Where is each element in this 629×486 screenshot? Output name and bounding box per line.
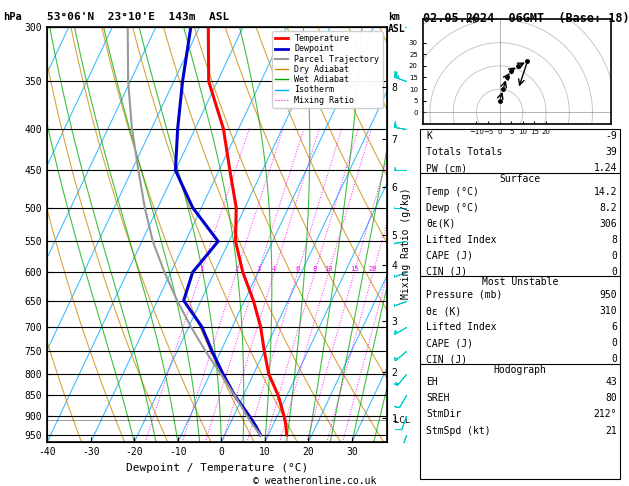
- Text: 15: 15: [350, 266, 359, 272]
- Text: 2: 2: [235, 266, 238, 272]
- Text: 310: 310: [599, 306, 617, 316]
- Text: km
ASL: km ASL: [388, 12, 406, 34]
- Text: Temp (°C): Temp (°C): [426, 187, 479, 196]
- Text: Mixing Ratio (g/kg): Mixing Ratio (g/kg): [401, 187, 411, 299]
- Text: 0: 0: [611, 251, 617, 260]
- Text: PW (cm): PW (cm): [426, 163, 467, 174]
- Text: 39: 39: [605, 147, 617, 157]
- Text: EH: EH: [426, 378, 438, 387]
- Text: -9: -9: [605, 131, 617, 141]
- Text: Lifted Index: Lifted Index: [426, 322, 497, 332]
- Text: 0: 0: [611, 338, 617, 348]
- Text: CIN (J): CIN (J): [426, 267, 467, 277]
- Text: SREH: SREH: [426, 394, 450, 403]
- Text: 21: 21: [605, 426, 617, 435]
- Text: 4: 4: [272, 266, 276, 272]
- Text: 212°: 212°: [594, 410, 617, 419]
- Text: hPa: hPa: [3, 12, 22, 22]
- Text: 10: 10: [325, 266, 333, 272]
- Legend: Temperature, Dewpoint, Parcel Trajectory, Dry Adiabat, Wet Adiabat, Isotherm, Mi: Temperature, Dewpoint, Parcel Trajectory…: [272, 31, 382, 108]
- Text: 53°06'N  23°10'E  143m  ASL: 53°06'N 23°10'E 143m ASL: [47, 12, 230, 22]
- X-axis label: Dewpoint / Temperature (°C): Dewpoint / Temperature (°C): [126, 463, 308, 473]
- Text: K: K: [426, 131, 432, 141]
- Text: Surface: Surface: [499, 174, 541, 184]
- Text: θε(K): θε(K): [426, 219, 456, 228]
- Text: LCL: LCL: [394, 416, 409, 425]
- Text: 14.2: 14.2: [594, 187, 617, 196]
- Text: 80: 80: [605, 394, 617, 403]
- Text: Most Unstable: Most Unstable: [482, 278, 559, 287]
- Text: StmDir: StmDir: [426, 410, 462, 419]
- Text: 6: 6: [611, 322, 617, 332]
- Text: 20: 20: [369, 266, 377, 272]
- Text: Dewp (°C): Dewp (°C): [426, 203, 479, 212]
- Text: StmSpd (kt): StmSpd (kt): [426, 426, 491, 435]
- Text: Totals Totals: Totals Totals: [426, 147, 503, 157]
- Text: 3: 3: [256, 266, 260, 272]
- Text: CIN (J): CIN (J): [426, 354, 467, 364]
- Text: 0: 0: [611, 267, 617, 277]
- Text: Pressure (mb): Pressure (mb): [426, 290, 503, 300]
- Text: kt: kt: [466, 15, 477, 25]
- Text: θε (K): θε (K): [426, 306, 462, 316]
- Text: 1.24: 1.24: [594, 163, 617, 174]
- Text: Hodograph: Hodograph: [494, 365, 547, 375]
- Text: 1: 1: [199, 266, 203, 272]
- Text: CAPE (J): CAPE (J): [426, 251, 474, 260]
- Text: Lifted Index: Lifted Index: [426, 235, 497, 244]
- Text: © weatheronline.co.uk: © weatheronline.co.uk: [253, 476, 376, 486]
- Text: 6: 6: [296, 266, 300, 272]
- Text: 8: 8: [313, 266, 317, 272]
- Text: CAPE (J): CAPE (J): [426, 338, 474, 348]
- Text: 950: 950: [599, 290, 617, 300]
- Text: 8: 8: [611, 235, 617, 244]
- Text: 43: 43: [605, 378, 617, 387]
- Text: 306: 306: [599, 219, 617, 228]
- Text: 0: 0: [611, 354, 617, 364]
- Text: 8.2: 8.2: [599, 203, 617, 212]
- Text: 02.05.2024  06GMT  (Base: 18): 02.05.2024 06GMT (Base: 18): [423, 12, 629, 25]
